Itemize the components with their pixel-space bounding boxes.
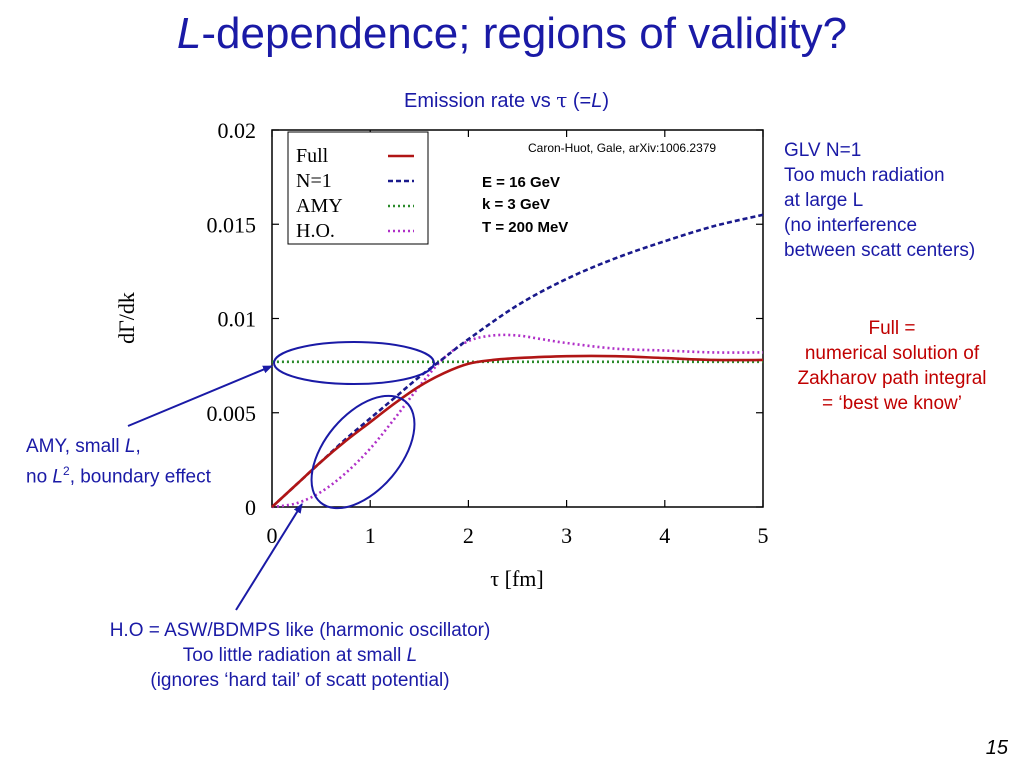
glv-line-2: Too much radiation — [784, 165, 945, 186]
full-line-3: Zakharov path integral — [797, 368, 987, 389]
subtitle-prefix: Emission rate vs — [404, 90, 557, 112]
amy-line-2: no L2, boundary effect — [26, 459, 211, 489]
amy-line-2-L: L — [52, 466, 63, 488]
citation-text: Caron-Huot, Gale, arXiv:1006.2379 — [528, 141, 716, 155]
x-tick-label: 5 — [758, 523, 769, 548]
ho-line-1: H.O = ASW/BDMPS like (harmonic oscillato… — [109, 620, 491, 641]
glv-line-5: between scatt centers) — [784, 240, 976, 261]
amy-line-2a: no — [26, 466, 53, 488]
amy-line-1: AMY, small L, — [26, 434, 211, 459]
amy-region-ellipse — [273, 341, 435, 385]
legend-label: H.O. — [296, 220, 335, 242]
subtitle-L: L — [591, 90, 603, 112]
glv-annotation: GLV N=1 Too much radiation at large L (n… — [784, 138, 975, 263]
y-tick-label: 0 — [245, 495, 256, 520]
ho-line-2-L: L — [406, 645, 418, 666]
param-temperature: T = 200 MeV — [482, 219, 568, 236]
param-k: k = 3 GeV — [482, 196, 550, 213]
amy-annotation: AMY, small L, no L2, boundary effect — [26, 434, 211, 489]
slide-title: L-dependence; regions of validity? — [0, 8, 1024, 60]
x-axis-label: τ [fm] — [490, 566, 543, 591]
amy-line-2-exp: 2 — [63, 464, 70, 478]
y-tick-label: 0.02 — [218, 118, 257, 143]
full-line-2: numerical solution of — [804, 343, 980, 364]
legend: Full N=1 AMY H.O. — [287, 131, 429, 245]
legend-label: AMY — [296, 195, 343, 217]
legend-label: Full — [296, 145, 329, 167]
ho-line-2: Too little radiation at small L — [40, 643, 560, 668]
title-rest: -dependence; regions of validity? — [201, 9, 848, 58]
series-layer — [271, 213, 764, 509]
full-line-4: = ‘best we know’ — [822, 393, 962, 414]
glv-line-3: at large L — [784, 190, 864, 211]
series-line-full — [271, 354, 764, 508]
ho-line-2a: Too little radiation at small — [182, 645, 407, 666]
x-tick-label: 3 — [561, 523, 572, 548]
x-tick-label: 4 — [659, 523, 670, 548]
amy-line-1c: , — [135, 436, 141, 457]
title-italic-L: L — [176, 9, 202, 58]
amy-line-2d: , boundary effect — [69, 466, 211, 488]
full-line-1: Full = — [868, 318, 916, 339]
subtitle-tau: τ — [556, 88, 568, 112]
y-tick-label: 0.015 — [207, 212, 257, 237]
subtitle-mid: (= — [567, 90, 592, 112]
legend-label: N=1 — [296, 170, 332, 192]
chart-subtitle: Emission rate vs τ (=L) — [404, 88, 609, 113]
x-tick-label: 2 — [463, 523, 474, 548]
ho-line-3: (ignores ‘hard tail’ of scatt potential) — [150, 670, 450, 691]
param-energy: E = 16 GeV — [482, 174, 560, 191]
amy-line-1-L: L — [124, 436, 136, 457]
amy-arrow — [127, 365, 273, 427]
ho-region-ellipse — [310, 394, 416, 510]
glv-line-1: GLV N=1 — [784, 140, 862, 161]
y-tick-label: 0.01 — [218, 307, 257, 332]
amy-line-1a: AMY, small — [26, 436, 125, 457]
y-axis-label: dΓ/dk — [114, 292, 139, 344]
glv-line-4: (no interference — [784, 215, 918, 236]
ho-arrow — [235, 503, 303, 611]
y-tick-label: 0.005 — [207, 401, 257, 426]
x-tick-label: 1 — [365, 523, 376, 548]
legend-box — [287, 131, 429, 245]
axis-ticks: 0 1 2 3 4 5 0 0.005 0.01 0.015 0.02 — [207, 118, 769, 548]
x-tick-label: 0 — [267, 523, 278, 548]
subtitle-suffix: ) — [602, 90, 610, 112]
ho-annotation: H.O = ASW/BDMPS like (harmonic oscillato… — [40, 618, 560, 693]
full-annotation: Full = numerical solution of Zakharov pa… — [772, 316, 1012, 416]
page-number: 15 — [985, 737, 1008, 759]
